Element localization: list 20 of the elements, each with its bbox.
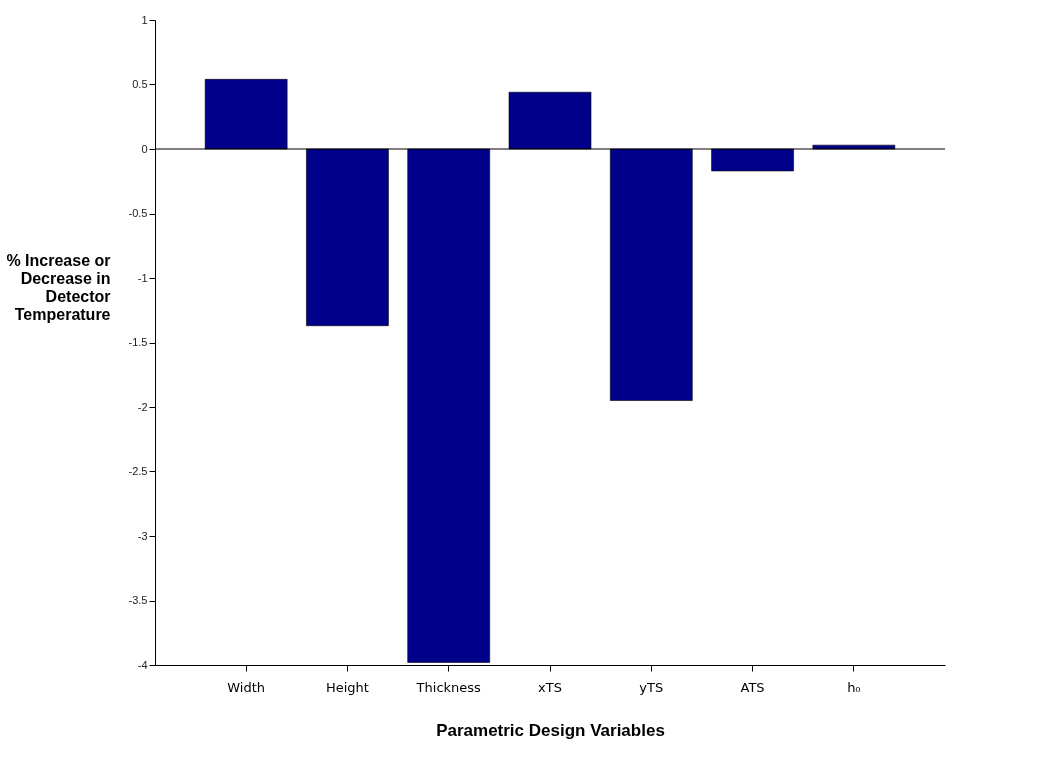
x-tick-label: ATS xyxy=(740,679,765,695)
y-tick-label: -0.5 xyxy=(128,207,148,219)
y-tick-label: -3.5 xyxy=(128,594,148,606)
x-tick-label: Thickness xyxy=(415,679,482,695)
y-tick-label: 0 xyxy=(141,142,148,155)
x-tick-label: Width xyxy=(227,679,266,695)
x-tick-label: xTS xyxy=(538,679,562,695)
x-tick-label: h₀ xyxy=(847,679,861,695)
y-tick-label: 1 xyxy=(141,13,148,26)
y-tick-label: -2 xyxy=(137,400,148,413)
y-tick-label: -1 xyxy=(137,271,148,284)
y-tick-label: -2.5 xyxy=(128,465,148,477)
y-tick-label: -3 xyxy=(137,529,148,542)
y-tick-label: -4 xyxy=(137,658,148,671)
x-axis-title: Parametric Design Variables xyxy=(436,720,665,740)
y-axis-title: % Increase or Decrease in Detector Temperature xyxy=(6,251,111,323)
y-tick-label: -1.5 xyxy=(128,336,148,348)
x-tick-label: yTS xyxy=(639,679,664,695)
y-tick-label: 0.5 xyxy=(132,78,148,90)
x-tick-label: Height xyxy=(325,679,369,695)
